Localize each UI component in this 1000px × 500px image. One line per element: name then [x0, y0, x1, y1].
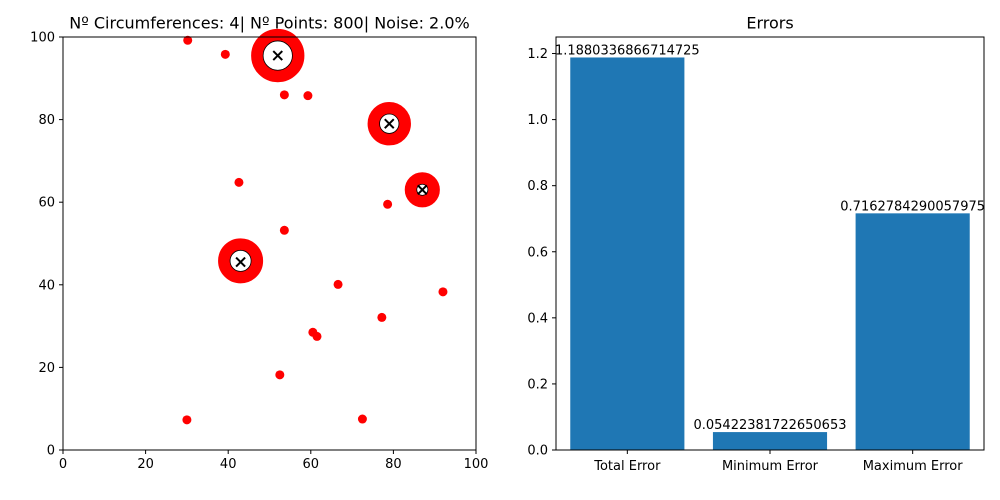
scatter-title: Nº Circumferences: 4| Nº Points: 800| No…	[69, 14, 469, 33]
noise-point	[383, 199, 393, 209]
x-tick-label: Total Error	[593, 459, 661, 474]
scatter-y-axis: 0 20 40 60 80 100	[30, 31, 63, 459]
noise-point	[357, 414, 367, 424]
circumference-points-3	[218, 238, 264, 284]
noise-point	[220, 49, 230, 59]
bar-x-axis: Total Error Minimum Error Maximum Error	[593, 450, 963, 474]
noise-point	[279, 225, 289, 235]
y-tick-label: 100	[30, 31, 55, 46]
circumference-inner-3	[229, 249, 252, 272]
noise-point	[183, 35, 193, 45]
scatter-chart: Nº Circumferences: 4| Nº Points: 800| No…	[30, 14, 488, 473]
x-tick-label: 40	[220, 457, 237, 472]
y-tick-label: 1.2	[527, 47, 548, 62]
x-tick-label: Maximum Error	[863, 459, 964, 474]
center-marker	[235, 256, 246, 268]
bar-y-axis: 0.0 0.2 0.4 0.6 0.8 1.0 1.2	[527, 47, 556, 459]
bar-bars	[570, 57, 970, 451]
bar-value-label: 0.7162784290057975	[840, 199, 985, 214]
noise-point	[438, 287, 448, 297]
circumference-points-1	[367, 102, 411, 146]
y-tick-label: 1.0	[527, 113, 548, 128]
scatter-plot-frame	[62, 36, 477, 451]
y-tick-label: 0.2	[527, 377, 548, 392]
circumference-inner-2	[416, 183, 429, 196]
bar	[855, 213, 970, 450]
x-tick-label: 100	[464, 457, 489, 472]
center-marker	[272, 50, 283, 61]
bar	[570, 57, 685, 451]
center-marker	[384, 118, 395, 129]
bar-value-labels: 1.1880336866714725 0.05422381722650653 0.7…	[555, 43, 985, 433]
x-tick-label: Minimum Error	[722, 459, 819, 474]
bar-title: Errors	[746, 14, 793, 33]
noise-point	[377, 312, 387, 322]
noise-point	[234, 177, 244, 187]
scatter-centers	[235, 50, 428, 268]
bar	[712, 432, 828, 450]
bar-chart: Errors 1.1880336866714725 0.0542238172265…	[527, 14, 985, 475]
y-tick-label: 20	[38, 361, 55, 376]
x-tick-label: 60	[303, 457, 320, 472]
noise-point	[312, 331, 322, 341]
scatter-points	[182, 35, 448, 425]
x-tick-label: 0	[59, 457, 67, 472]
bar-value-label: 0.05422381722650653	[693, 418, 846, 433]
y-tick-label: 0.8	[527, 179, 548, 194]
noise-point	[182, 415, 192, 425]
noise-point	[303, 91, 313, 101]
noise-point	[275, 370, 285, 380]
y-tick-label: 0.0	[527, 444, 548, 459]
bar-value-label: 1.1880336866714725	[555, 43, 700, 58]
scatter-x-axis: 0 20 40 60 80 100	[59, 450, 489, 472]
noise-point	[333, 279, 343, 289]
circumference-points-2	[404, 172, 440, 208]
circumference-inner-0	[262, 40, 293, 71]
noise-point	[279, 90, 289, 100]
x-tick-label: 80	[385, 457, 402, 472]
y-tick-label: 80	[38, 113, 55, 128]
scatter-circles	[218, 28, 440, 284]
y-tick-label: 0.4	[527, 311, 548, 326]
y-tick-label: 60	[38, 196, 55, 211]
y-tick-label: 40	[38, 278, 55, 293]
center-marker	[417, 184, 428, 196]
circumference-inner-1	[379, 113, 400, 134]
circumference-points-0	[251, 28, 305, 83]
y-tick-label: 0.6	[527, 245, 548, 260]
y-tick-label: 0	[47, 444, 55, 459]
x-tick-label: 20	[137, 457, 154, 472]
